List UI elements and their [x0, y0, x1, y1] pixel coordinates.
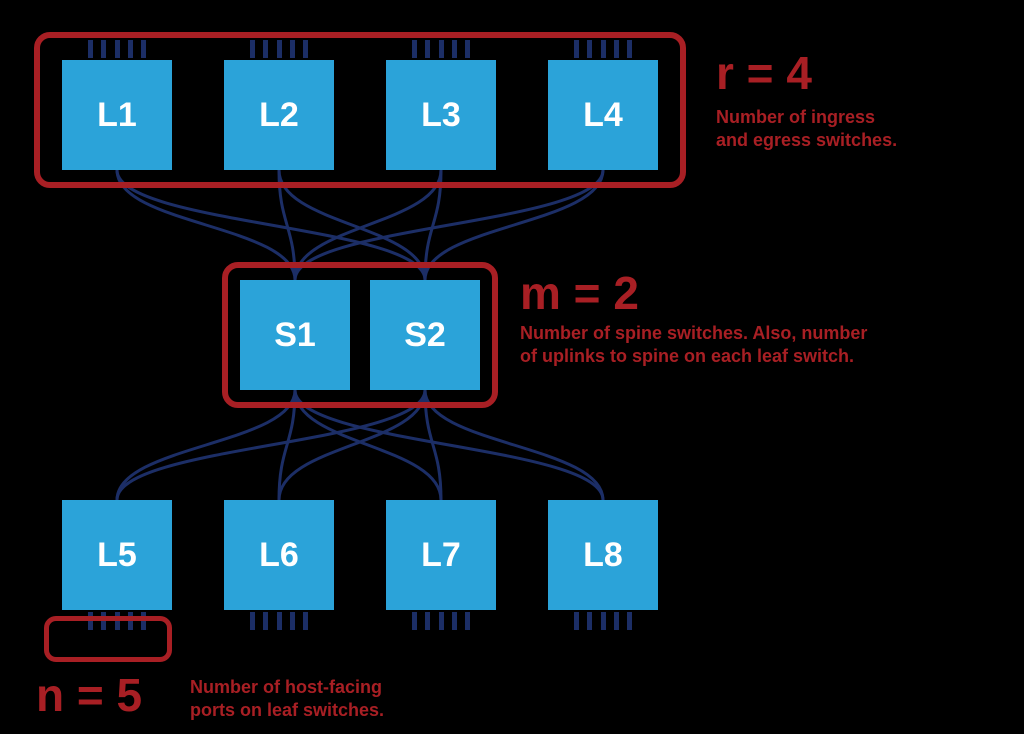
port-tick	[263, 612, 268, 630]
caption-n: Number of host-facing ports on leaf swit…	[190, 676, 384, 723]
switch-label: L5	[97, 536, 137, 575]
formula-n: n = 5	[36, 668, 142, 722]
caption-m: Number of spine switches. Also, number o…	[520, 322, 867, 369]
switch-label: L6	[259, 536, 299, 575]
port-tick	[587, 612, 592, 630]
port-tick	[452, 612, 457, 630]
port-tick	[277, 612, 282, 630]
port-tick	[601, 612, 606, 630]
switch-label: L8	[583, 536, 623, 575]
port-tick	[627, 612, 632, 630]
switch-label: L7	[421, 536, 461, 575]
port-tick	[250, 612, 255, 630]
bottom-l7: L7	[386, 500, 496, 610]
bottom-l5: L5	[62, 500, 172, 610]
port-group	[250, 612, 308, 630]
bottom-l6: L6	[224, 500, 334, 610]
port-group	[574, 612, 632, 630]
annotation-box-n	[44, 616, 172, 662]
port-tick	[303, 612, 308, 630]
port-tick	[439, 612, 444, 630]
bottom-l8: L8	[548, 500, 658, 610]
port-tick	[412, 612, 417, 630]
port-tick	[465, 612, 470, 630]
formula-m: m = 2	[520, 266, 639, 320]
port-tick	[290, 612, 295, 630]
annotation-box-m	[222, 262, 498, 408]
formula-r: r = 4	[716, 46, 812, 100]
annotation-box-r	[34, 32, 686, 188]
port-tick	[614, 612, 619, 630]
port-tick	[574, 612, 579, 630]
port-group	[412, 612, 470, 630]
caption-r: Number of ingress and egress switches.	[716, 106, 897, 153]
port-tick	[425, 612, 430, 630]
